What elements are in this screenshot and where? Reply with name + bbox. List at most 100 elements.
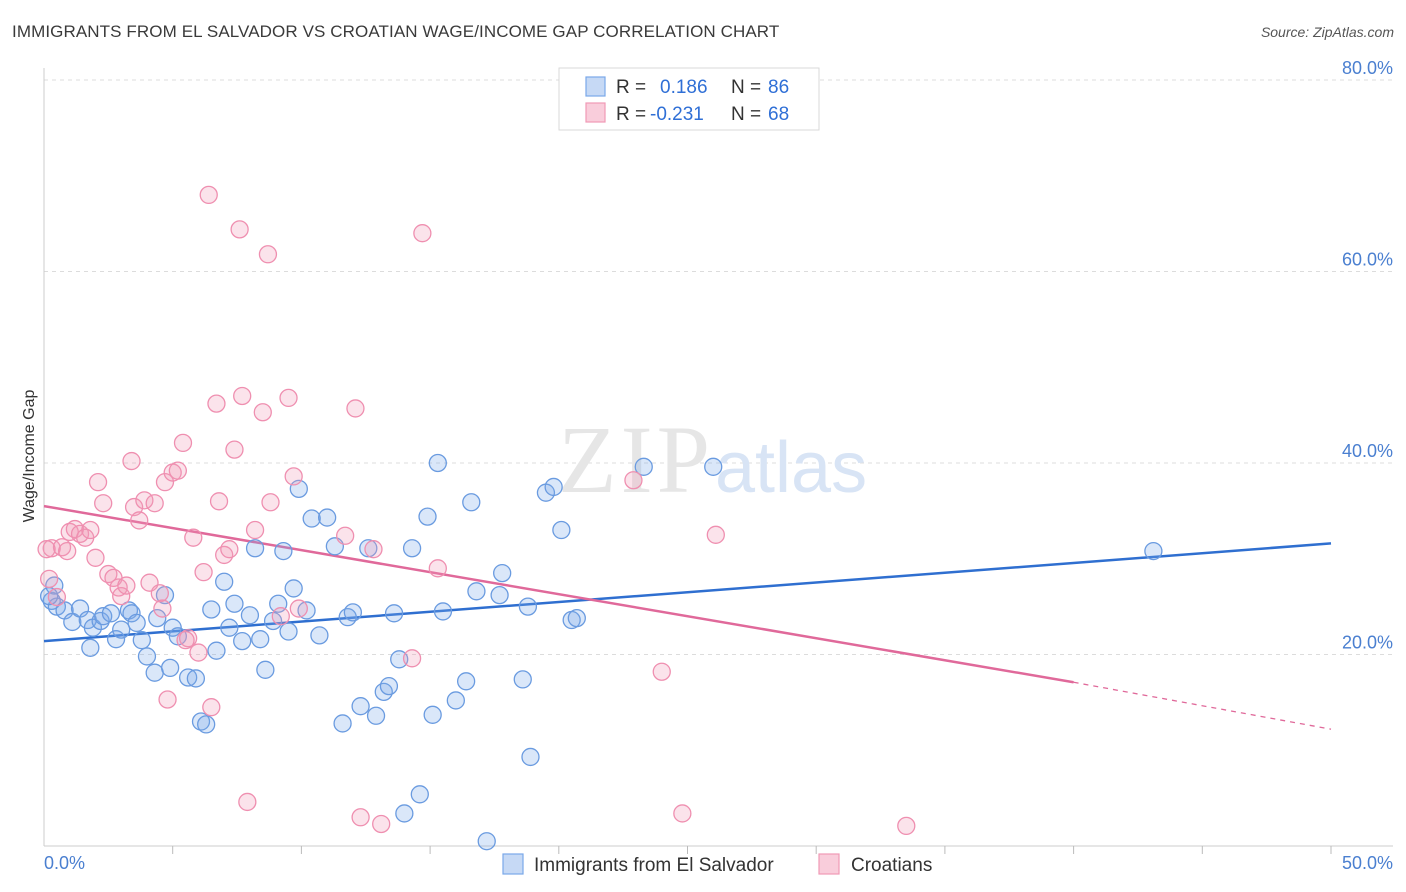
bottom-legend-swatch-pink xyxy=(818,853,840,875)
point-croatians xyxy=(215,545,234,565)
point-el-salvador xyxy=(521,747,540,767)
point-croatians xyxy=(245,520,265,540)
watermark: ZIP atlas xyxy=(558,406,867,513)
point-el-salvador xyxy=(207,641,226,660)
point-el-salvador xyxy=(251,630,270,649)
point-croatians xyxy=(706,525,725,544)
point-croatians xyxy=(86,548,105,567)
point-el-salvador xyxy=(160,658,180,678)
point-el-salvador xyxy=(343,603,363,622)
point-el-salvador xyxy=(191,712,211,731)
point-el-salvador xyxy=(493,563,512,583)
bottom-legend-swatch-blue xyxy=(502,853,524,875)
point-croatians xyxy=(336,526,355,545)
point-el-salvador xyxy=(256,660,275,679)
point-el-salvador xyxy=(513,670,532,689)
point-el-salvador xyxy=(456,672,476,691)
point-croatians xyxy=(289,599,308,618)
point-el-salvador xyxy=(467,582,486,601)
point-el-salvador xyxy=(279,622,298,641)
point-el-salvador xyxy=(634,457,653,476)
point-el-salvador xyxy=(395,804,414,823)
point-croatians xyxy=(673,804,692,823)
trend-lines xyxy=(43,504,1332,730)
point-el-salvador xyxy=(163,618,182,637)
point-el-salvador xyxy=(410,785,429,804)
point-croatians xyxy=(225,440,244,459)
point-el-salvador xyxy=(518,597,538,616)
point-el-salvador xyxy=(704,457,723,476)
point-croatians xyxy=(207,394,226,413)
series-legend: Immigrants from El Salvador Croatians xyxy=(502,853,932,876)
point-croatians xyxy=(261,493,280,512)
legend-n-value-2: 68 xyxy=(768,104,789,125)
point-el-salvador xyxy=(240,606,260,625)
point-croatians xyxy=(209,492,229,511)
correlation-legend: R = 0.186 N = 86 R = -0.231 N = 68 xyxy=(558,67,820,131)
trend-line-croatians-extrapolated xyxy=(1073,681,1332,730)
x-tick-label-min: 0.0% xyxy=(44,853,85,873)
point-el-salvador xyxy=(302,509,321,528)
point-el-salvador xyxy=(220,618,239,637)
point-croatians xyxy=(124,497,144,517)
legend-n-label-2: N = xyxy=(731,104,761,125)
tick-labels: 0.0% 50.0% 20.0% 40.0% 60.0% 80.0% xyxy=(44,58,1393,873)
point-el-salvador xyxy=(127,613,146,633)
point-croatians xyxy=(117,576,136,595)
point-el-salvador xyxy=(428,453,447,473)
point-croatians xyxy=(351,808,370,827)
point-croatians xyxy=(346,399,365,418)
point-el-salvador xyxy=(462,493,481,512)
point-croatians xyxy=(258,245,278,264)
point-croatians xyxy=(39,569,59,589)
point-croatians xyxy=(81,520,100,540)
legend-swatch-blue xyxy=(585,76,606,97)
point-el-salvador xyxy=(418,507,437,526)
axes xyxy=(43,68,1393,854)
point-croatians xyxy=(130,511,149,530)
point-croatians xyxy=(253,403,272,422)
chart-title: IMMIGRANTS FROM EL SALVADOR VS CROATIAN … xyxy=(12,22,780,41)
point-el-salvador xyxy=(225,594,244,613)
point-el-salvador xyxy=(1144,541,1163,561)
point-el-salvador xyxy=(390,650,409,669)
point-el-salvador xyxy=(274,541,293,561)
point-el-salvador xyxy=(145,663,164,682)
source-credit: Source: ZipAtlas.com xyxy=(1260,24,1394,40)
point-el-salvador xyxy=(402,539,422,558)
point-croatians xyxy=(372,814,391,834)
point-el-salvador xyxy=(351,697,370,716)
x-tick-label-max: 50.0% xyxy=(1342,853,1393,873)
point-croatians xyxy=(194,563,213,582)
legend-r-label-2: R = xyxy=(616,104,646,125)
trend-line-croatians xyxy=(43,504,1074,684)
point-el-salvador xyxy=(567,608,586,628)
point-croatians xyxy=(189,643,208,662)
point-croatians xyxy=(168,461,187,480)
y-tick-label: 80.0% xyxy=(1342,58,1393,78)
legend-n-value-1: 86 xyxy=(768,77,789,98)
point-el-salvador xyxy=(366,706,386,725)
point-croatians xyxy=(178,629,198,648)
point-croatians xyxy=(428,559,447,578)
point-croatians xyxy=(150,584,169,603)
point-el-salvador xyxy=(310,626,329,645)
point-croatians xyxy=(173,433,193,453)
point-el-salvador xyxy=(374,682,393,701)
point-el-salvador xyxy=(106,630,126,649)
legend-r-label-1: R = xyxy=(616,77,646,98)
point-el-salvador xyxy=(477,832,496,851)
y-tick-label: 40.0% xyxy=(1342,441,1393,461)
point-el-salvador xyxy=(122,604,141,623)
point-el-salvador xyxy=(433,602,453,621)
point-el-salvador xyxy=(379,676,399,696)
point-croatians xyxy=(652,662,671,681)
y-tick-label: 20.0% xyxy=(1342,633,1393,653)
point-croatians xyxy=(176,630,195,650)
point-croatians xyxy=(202,698,221,717)
point-croatians xyxy=(122,451,141,471)
point-el-salvador xyxy=(384,604,404,623)
point-el-salvador xyxy=(423,705,442,724)
point-croatians xyxy=(145,494,164,513)
bottom-legend-label-2: Croatians xyxy=(851,855,932,876)
